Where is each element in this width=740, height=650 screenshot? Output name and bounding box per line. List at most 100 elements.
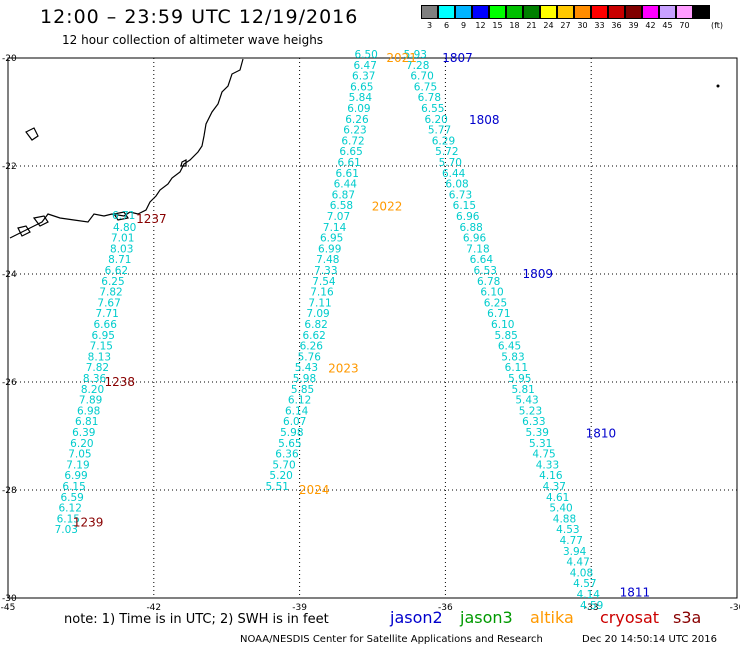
pass-time-label: 1239 bbox=[73, 515, 104, 529]
swh-value: 6.39 bbox=[72, 427, 95, 439]
swh-value: 8.71 bbox=[108, 254, 131, 266]
swh-value: 6.99 bbox=[318, 243, 341, 255]
color-scale-cell: 3 bbox=[420, 5, 438, 30]
swh-value: 6.14 bbox=[285, 405, 309, 417]
swh-value: 6.20 bbox=[424, 114, 447, 126]
swh-value: 6.07 bbox=[283, 416, 306, 428]
map-frame bbox=[7, 57, 738, 599]
swh-value: 6.15 bbox=[453, 200, 476, 212]
y-tick-label: -30 bbox=[2, 594, 17, 604]
color-scale-label: 15 bbox=[492, 21, 503, 30]
color-scale-cell: 45 bbox=[658, 5, 676, 30]
swh-value: 6.11 bbox=[505, 362, 528, 374]
swh-value: 7.18 bbox=[466, 243, 489, 255]
swh-value: 5.43 bbox=[515, 395, 538, 407]
swh-value: 8.20 bbox=[81, 384, 104, 396]
swh-value: 6.62 bbox=[302, 330, 325, 342]
track-jason2: 5.937.286.706.756.786.556.205.776.295.72… bbox=[404, 49, 604, 612]
color-swatch bbox=[471, 5, 489, 19]
swh-value: 6.26 bbox=[300, 341, 324, 353]
swh-value: 5.77 bbox=[428, 125, 451, 137]
swh-value: 7.01 bbox=[111, 233, 134, 245]
swh-value: 6.25 bbox=[101, 276, 124, 288]
swh-value: 6.55 bbox=[421, 103, 444, 115]
x-tick-label: -42 bbox=[146, 603, 161, 613]
coastline bbox=[9, 58, 720, 239]
color-scale-label: 24 bbox=[543, 21, 554, 30]
swh-value: 6.96 bbox=[463, 233, 487, 245]
swh-value: 6.10 bbox=[491, 319, 514, 331]
color-scale-cell: 9 bbox=[454, 5, 472, 30]
swh-value: 6.87 bbox=[332, 189, 355, 201]
swh-value: 4.16 bbox=[539, 470, 563, 482]
color-swatch bbox=[437, 5, 455, 19]
color-scale-cell: 33 bbox=[590, 5, 608, 30]
swh-value: 4.61 bbox=[546, 492, 569, 504]
swh-value: 6.71 bbox=[112, 210, 135, 222]
swh-value: 7.54 bbox=[312, 276, 336, 288]
swh-value: 7.16 bbox=[310, 287, 334, 299]
swh-value: 5.72 bbox=[435, 146, 458, 158]
swh-value: 7.05 bbox=[68, 449, 91, 461]
swh-value: 5.20 bbox=[269, 470, 292, 482]
swh-value: 7.15 bbox=[90, 341, 113, 353]
swh-value: 4.08 bbox=[570, 567, 593, 579]
legend-altika: altika bbox=[530, 608, 574, 627]
swh-value: 5.70 bbox=[439, 157, 462, 169]
pass-time-label: 1809 bbox=[522, 267, 553, 281]
pass-time-label: 1238 bbox=[105, 375, 136, 389]
swh-value: 6.70 bbox=[410, 71, 433, 83]
swh-value: 4.59 bbox=[580, 600, 603, 612]
swh-value: 7.11 bbox=[308, 297, 331, 309]
swh-value: 5.76 bbox=[298, 351, 322, 363]
track-s3a: 6.714.807.018.038.716.626.257.827.677.71… bbox=[55, 210, 137, 536]
color-scale-label: 18 bbox=[509, 21, 520, 30]
color-scale-label: 9 bbox=[460, 21, 467, 30]
color-scale-label: 3 bbox=[426, 21, 433, 30]
map-subtitle: 12 hour collection of altimeter wave hei… bbox=[62, 33, 324, 47]
color-swatch bbox=[505, 5, 523, 19]
swh-value: 6.64 bbox=[470, 254, 494, 266]
swh-value: 6.65 bbox=[350, 81, 373, 93]
color-swatch bbox=[658, 5, 676, 19]
swh-value: 6.95 bbox=[320, 233, 343, 245]
swh-value: 4.80 bbox=[113, 222, 136, 234]
swh-value: 7.14 bbox=[323, 222, 347, 234]
swh-value: 6.47 bbox=[354, 60, 377, 72]
swh-value: 7.33 bbox=[314, 265, 337, 277]
color-swatch bbox=[488, 5, 506, 19]
swh-value: 4.77 bbox=[560, 535, 583, 547]
x-tick-label: -36 bbox=[438, 603, 453, 613]
pass-time-label: 2023 bbox=[328, 362, 359, 376]
swh-value: 6.73 bbox=[449, 189, 472, 201]
map-title: 12:00 – 23:59 UTC 12/19/2016 bbox=[40, 6, 359, 28]
swh-value: 7.48 bbox=[316, 254, 339, 266]
swh-value: 6.78 bbox=[418, 92, 441, 104]
graticule bbox=[8, 58, 737, 598]
swh-value: 4.88 bbox=[553, 513, 576, 525]
swh-value: 6.33 bbox=[522, 416, 545, 428]
swh-value: 6.72 bbox=[341, 135, 364, 147]
swh-value: 5.85 bbox=[494, 330, 517, 342]
swh-value: 6.50 bbox=[354, 49, 377, 61]
color-scale-cell: 21 bbox=[522, 5, 540, 30]
y-tick-label: -22 bbox=[2, 162, 17, 172]
swh-value: 7.07 bbox=[327, 211, 350, 223]
color-scale-cell: 12 bbox=[471, 5, 489, 30]
x-tick-label: -39 bbox=[292, 603, 307, 613]
swh-value: 5.85 bbox=[291, 384, 314, 396]
swh-value: 5.39 bbox=[526, 427, 549, 439]
color-swatch bbox=[420, 5, 438, 19]
swh-value: 7.82 bbox=[86, 362, 109, 374]
pass-time-label: 1811 bbox=[620, 586, 651, 600]
y-tick-label: -28 bbox=[2, 486, 17, 496]
legend-s3a: s3a bbox=[673, 608, 702, 627]
pass-time-label: 1808 bbox=[469, 113, 500, 127]
credit-text: NOAA/NESDIS Center for Satellite Applica… bbox=[240, 634, 543, 645]
track-altika: 6.506.476.376.655.846.096.266.236.726.65… bbox=[266, 49, 378, 493]
swh-value: 6.44 bbox=[334, 179, 358, 191]
color-scale-cell bbox=[692, 5, 710, 30]
swh-value: 6.15 bbox=[62, 481, 85, 493]
swh-value: 7.03 bbox=[55, 524, 78, 536]
